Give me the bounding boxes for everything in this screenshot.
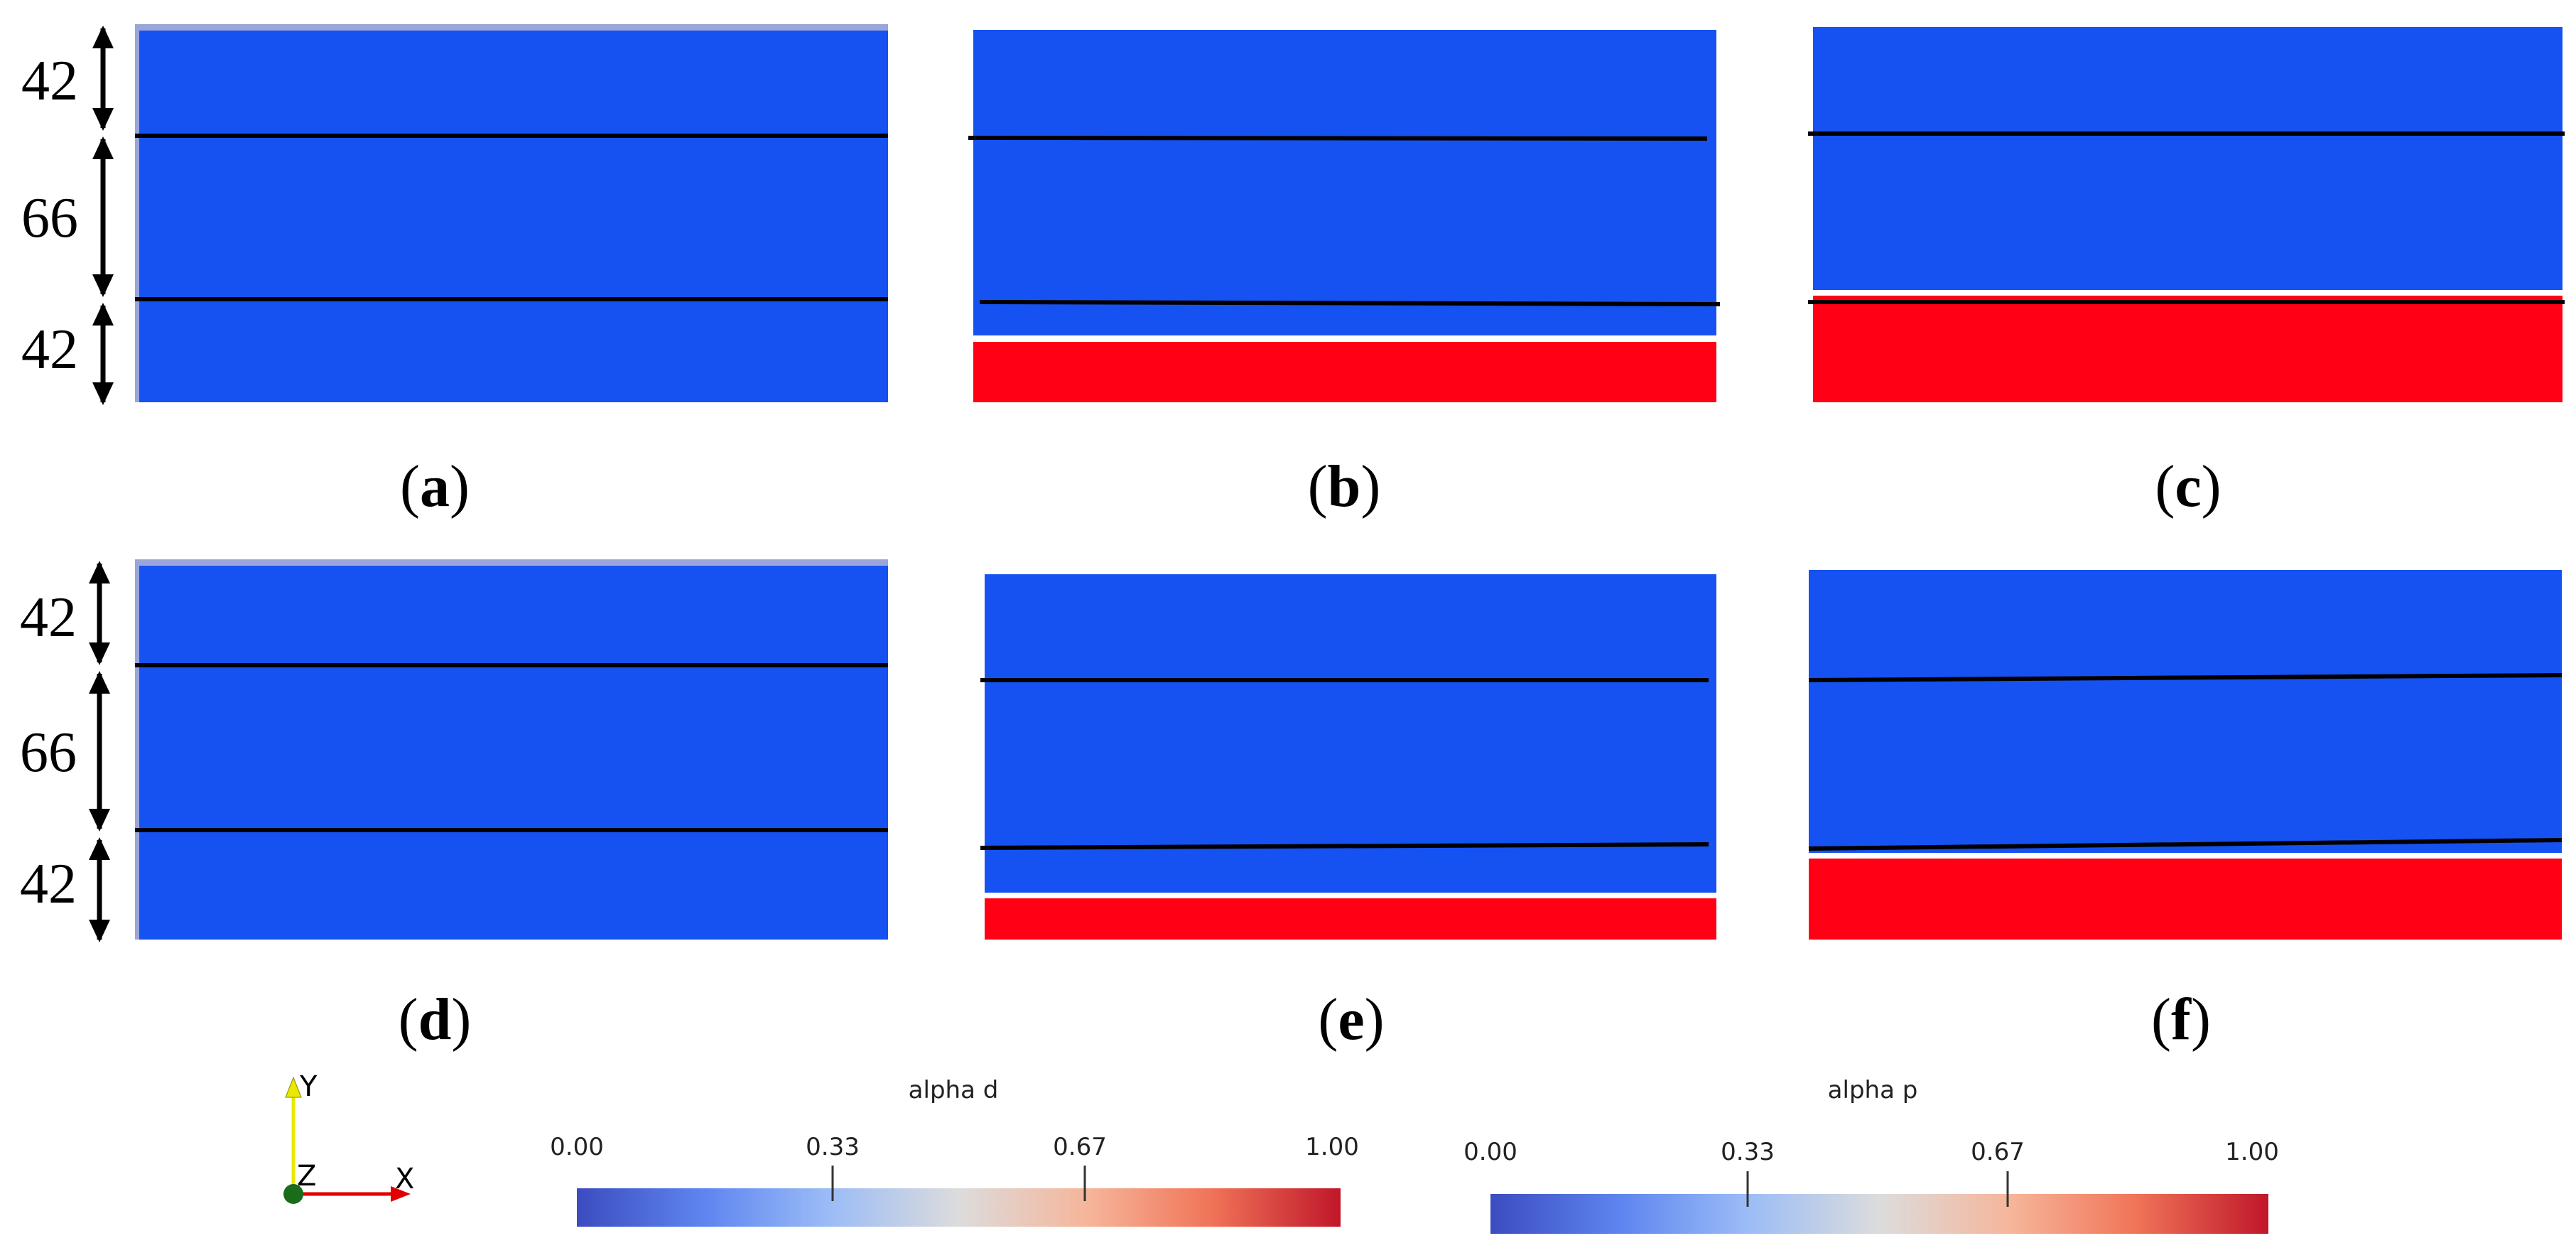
panel-a-left-edge <box>135 24 139 402</box>
panel-d-top-edge <box>135 559 888 566</box>
panel-b-gap <box>973 335 1716 342</box>
dim-label-bottom-1: 42 <box>20 586 77 649</box>
colorbar-alpha-p-title: alpha p <box>1828 1076 1918 1104</box>
colorbar-alpha-d-title: alpha d <box>909 1076 999 1104</box>
panel-a-top-edge <box>135 24 888 31</box>
dim-arrow-bottom-2 <box>89 671 110 832</box>
panel-f-interface-lower <box>1808 838 2563 851</box>
z-axis-label: Z <box>297 1160 316 1193</box>
panel-f <box>1808 570 2563 940</box>
panel-f-liquid <box>1809 570 2562 853</box>
panel-a-liquid <box>135 24 888 402</box>
dim-label-top-1: 42 <box>21 50 78 112</box>
colorbar-alpha-p-tick-3: 1.00 <box>2225 1138 2279 1166</box>
dim-label-bottom-2: 66 <box>20 721 77 784</box>
colorbar-alpha-d-gradient <box>577 1188 1341 1227</box>
panel-c-gap <box>1813 290 2563 296</box>
panel-a-label: (a) <box>400 453 470 520</box>
panel-b-label: (b) <box>1308 453 1381 520</box>
dim-arrow-bottom-3 <box>89 837 110 942</box>
panel-d <box>135 559 888 940</box>
colorbar-alpha-d-tick-2: 0.67 <box>1053 1133 1107 1161</box>
panel-e-interface-lower <box>980 842 1709 850</box>
panel-b-interface-lower <box>979 300 1721 306</box>
panel-d-liquid <box>135 559 888 940</box>
orientation-axes: Y Z X <box>283 1070 414 1204</box>
colorbar-alpha-d-tick-3: 1.00 <box>1305 1133 1359 1161</box>
colorbar-alpha-d-tick-1: 0.33 <box>806 1133 860 1161</box>
panel-d-label: (d) <box>399 986 472 1053</box>
origin-dot <box>283 1184 303 1204</box>
panel-b-solid <box>973 342 1716 402</box>
panel-f-gap <box>1809 853 2562 859</box>
dim-arrow-top-3 <box>92 303 114 405</box>
panel-b-interface-upper <box>968 136 1708 141</box>
dim-arrow-bottom-1 <box>89 561 110 665</box>
y-axis-label: Y <box>299 1070 318 1103</box>
x-axis-arrowhead <box>391 1186 411 1202</box>
panel-c-solid <box>1813 296 2563 402</box>
panel-a <box>135 24 888 402</box>
panel-e-gap <box>985 893 1716 898</box>
dim-label-top-3: 42 <box>21 318 78 381</box>
y-axis-arrowhead <box>285 1076 302 1098</box>
colorbar-alpha-p-tick-2: 0.67 <box>1971 1138 2025 1166</box>
panel-b-liquid <box>973 30 1716 335</box>
colorbar-alpha-d-tick-0: 0.00 <box>550 1133 604 1161</box>
colorbar-alpha-p: alpha p 0.00 0.33 0.67 1.00 <box>1463 1076 2279 1234</box>
panel-c-liquid <box>1813 27 2563 290</box>
panel-c <box>1808 27 2565 402</box>
colorbar-alpha-p-tick-0: 0.00 <box>1463 1138 1517 1166</box>
dimension-markers-bottom: 42 66 42 <box>20 561 110 942</box>
dim-label-top-2: 66 <box>21 187 78 249</box>
panel-e-label: (e) <box>1318 986 1384 1053</box>
panel-c-label: (c) <box>2155 453 2221 520</box>
dim-label-bottom-3: 42 <box>20 853 77 915</box>
panel-e <box>980 574 1716 940</box>
colorbar-alpha-p-gradient <box>1490 1194 2268 1234</box>
panel-f-interface-upper <box>1808 673 2563 682</box>
panel-f-label: (f) <box>2151 986 2211 1053</box>
panel-e-liquid <box>985 574 1716 893</box>
panel-b <box>968 30 1721 402</box>
colorbar-alpha-p-tick-1: 0.33 <box>1721 1138 1775 1166</box>
dim-arrow-top-2 <box>92 136 114 297</box>
dim-arrow-top-1 <box>92 26 114 131</box>
x-axis-label: X <box>395 1163 414 1195</box>
dimension-markers-top: 42 66 42 <box>21 26 114 405</box>
panel-e-solid <box>985 898 1716 940</box>
panel-d-left-edge <box>135 559 139 940</box>
panel-f-solid <box>1809 859 2562 940</box>
colorbar-alpha-d: alpha d 0.00 0.33 0.67 1.00 <box>550 1076 1359 1227</box>
